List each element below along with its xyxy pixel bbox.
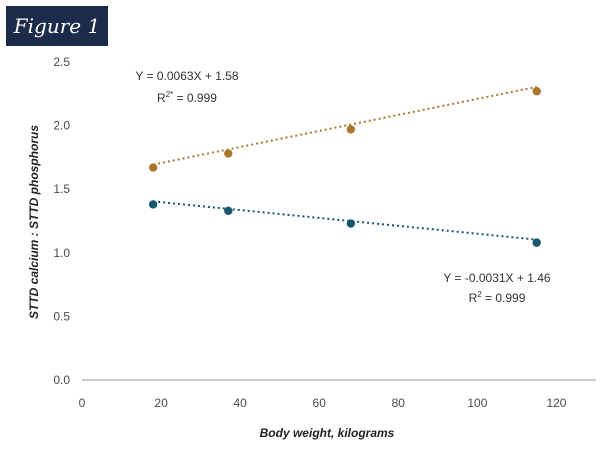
x-tick-label: 20 [154,396,168,410]
r2-upper-value: = 0.999 [173,91,217,105]
x-tick-label: 60 [313,396,327,410]
data-point-series-1 [224,206,233,216]
y-tick-label: 2.5 [53,55,70,69]
data-point-series-0 [148,163,158,172]
r2-upper: R2* = 0.999 [157,90,217,105]
trendline-series-1 [153,200,537,241]
data-point-series-1 [532,238,541,247]
figure-label: Figure 1 [6,6,108,46]
x-tick-label: 120 [546,396,566,410]
x-tick-label: 40 [233,396,247,410]
r2-lower: R2 = 0.999 [469,290,526,305]
x-axis-title: Body weight, kilograms [260,426,395,440]
trendline-series-0 [152,85,537,166]
x-tick-label: 0 [79,396,86,410]
y-tick-label: 0.0 [53,373,70,387]
data-point-series-0 [224,149,233,158]
x-tick-label: 80 [392,396,406,410]
data-point-series-0 [346,125,356,134]
y-tick-label: 1.0 [53,246,70,260]
trendlines [152,85,537,241]
y-tick-labels: 0.0 0.5 1.0 1.5 2.0 2.5 [53,55,70,387]
data-point-series-0 [532,87,541,96]
x-tick-labels: 0 20 40 60 80 100 120 [79,396,567,410]
x-tick-label: 100 [467,396,487,410]
r2-lower-prefix: R [469,291,478,305]
equation-lower: Y = -0.0031X + 1.46 [443,271,551,285]
r2-upper-sup: 2* [166,90,174,99]
equation-upper: Y = 0.0063X + 1.58 [135,69,239,83]
r2-lower-value: = 0.999 [482,291,526,305]
y-tick-label: 0.5 [53,309,70,323]
y-tick-label: 2.0 [53,119,70,133]
data-point-series-1 [346,219,356,228]
y-axis-title: STTD calcium : STTD phosphorus [27,125,41,319]
data-points [148,87,541,247]
r2-upper-prefix: R [157,91,166,105]
y-tick-label: 1.5 [53,182,70,196]
r2-lower-sup: 2 [477,290,482,299]
data-point-series-1 [148,200,158,209]
